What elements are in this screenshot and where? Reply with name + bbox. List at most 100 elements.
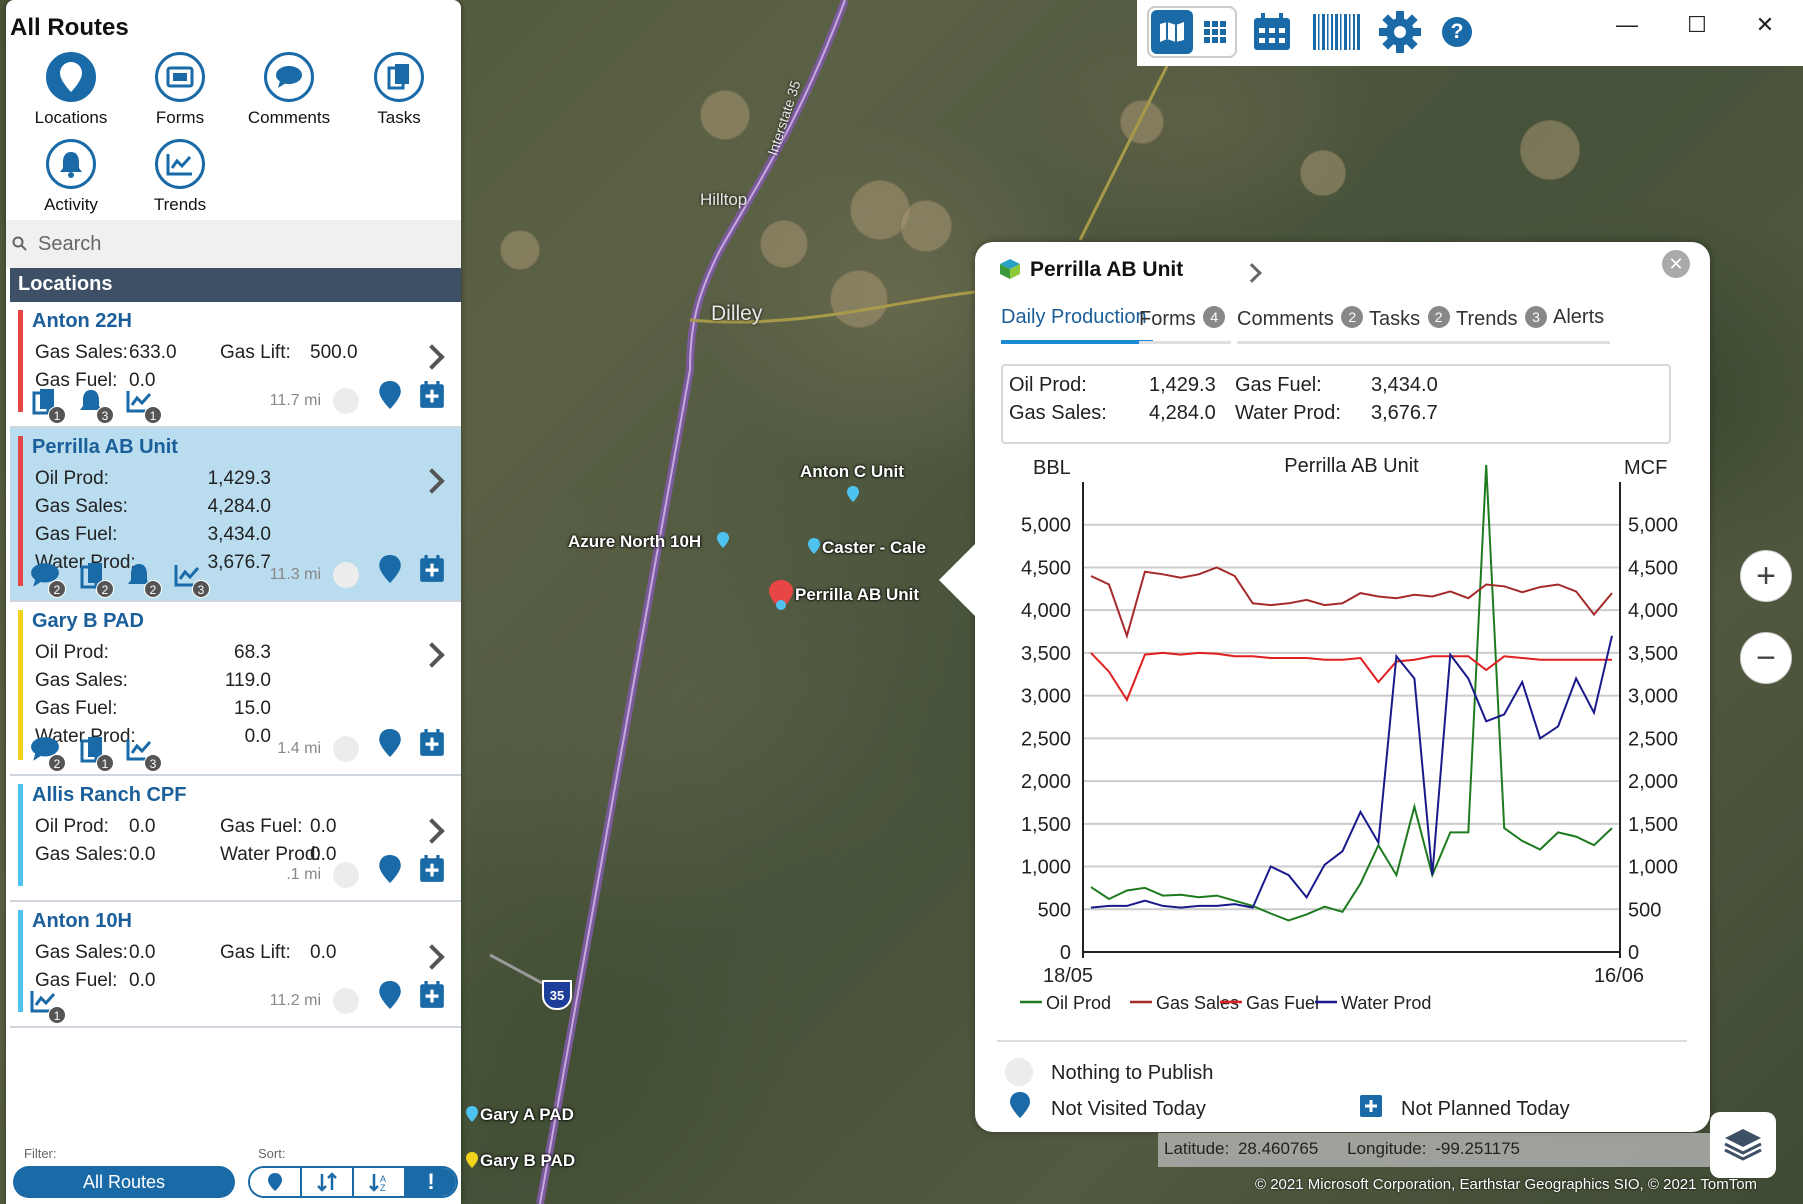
exclamation-icon: ! (427, 1169, 435, 1194)
chevron-right-icon[interactable] (419, 642, 445, 668)
schedule-calendar-icon[interactable] (419, 981, 445, 1014)
town-label-dilley: Dilley (711, 302, 763, 325)
sort-by-location-button[interactable] (250, 1168, 302, 1196)
nav-forms-button[interactable]: Forms (125, 52, 235, 128)
tab-daily-production[interactable]: Daily Production (1001, 306, 1153, 344)
navigate-pin-icon[interactable] (379, 729, 401, 762)
map-marker-label[interactable]: Azure North 10H (568, 532, 702, 551)
minimize-button[interactable]: — (1616, 12, 1638, 37)
section-header: Locations (10, 268, 461, 302)
selected-pin-icon[interactable] (769, 580, 793, 610)
grid-view-button[interactable] (1195, 10, 1235, 54)
zoom-in-button[interactable]: + (1740, 550, 1792, 602)
map-layers-button[interactable] (1710, 1112, 1776, 1178)
tab-tasks[interactable]: Tasks 2 (1369, 306, 1456, 344)
chevron-right-icon[interactable] (419, 944, 445, 970)
sort-priority-button[interactable]: ! (406, 1168, 456, 1196)
bell-icon[interactable]: 3 (78, 388, 114, 424)
map-marker-label[interactable]: Anton C Unit (800, 462, 904, 481)
chevron-right-icon[interactable] (419, 344, 445, 370)
map-pin-icon[interactable] (808, 538, 820, 554)
settings-button[interactable] (1375, 6, 1425, 58)
tab-label: Tasks (1369, 308, 1421, 330)
tasks-icon[interactable]: 1 (78, 736, 114, 772)
navigate-pin-icon[interactable] (379, 981, 401, 1014)
close-window-button[interactable]: ✕ (1755, 12, 1775, 37)
nav-comments-button[interactable]: Comments (234, 52, 344, 128)
map-pin-icon[interactable] (717, 532, 729, 548)
tab-trends[interactable]: Trends 3 (1456, 306, 1554, 344)
tab-comments[interactable]: Comments 2 (1237, 306, 1370, 344)
summary-value: 1,429.3 (1149, 374, 1216, 396)
metric-label: Water Prod: (35, 552, 136, 573)
y2-tick-label: 500 (1628, 899, 1661, 921)
legend-label: Gas Sales (1156, 993, 1239, 1013)
panel-title: All Routes (10, 14, 129, 41)
nav-label: Comments (247, 108, 331, 127)
location-card[interactable]: Anton 10H Gas Sales: 0.0 Gas Lift: 0.0 Gas Fu… (10, 902, 461, 1028)
tab-label: Daily Production (1001, 306, 1147, 328)
coordinates-readout: Latitude: 28.460765 Longitude: -99.25117… (1158, 1133, 1713, 1167)
trends-icon[interactable]: 1 (126, 388, 162, 424)
map-marker-label[interactable]: Gary A PAD (480, 1105, 574, 1124)
close-popup-button[interactable]: ✕ (1662, 250, 1690, 278)
route-filter-button[interactable]: All Routes (13, 1166, 235, 1198)
trends-icon[interactable]: 1 (30, 988, 66, 1024)
y-tick-label: 500 (1038, 899, 1071, 921)
zoom-out-button[interactable]: − (1740, 632, 1792, 684)
location-card[interactable]: Allis Ranch CPF Oil Prod: 0.0 Gas Fuel: 0.0 G… (10, 776, 461, 902)
barcode-button[interactable] (1309, 6, 1365, 58)
metric-label: Gas Fuel: (35, 970, 118, 991)
bell-icon[interactable]: 2 (126, 562, 162, 598)
location-name: Anton 10H (32, 910, 132, 932)
nav-trends-button[interactable]: Trends (125, 139, 235, 215)
metric-value: 3,434.0 (207, 524, 271, 545)
navigate-pin-icon[interactable] (379, 381, 401, 414)
comments-icon[interactable]: 2 (30, 736, 66, 772)
map-pin-icon[interactable] (847, 486, 859, 502)
schedule-calendar-icon[interactable] (419, 855, 445, 888)
navigate-pin-icon[interactable] (379, 855, 401, 888)
map-marker-label[interactable]: Caster - Cale (822, 538, 926, 557)
trends-icon[interactable]: 3 (126, 736, 162, 772)
map-view-button[interactable] (1151, 10, 1193, 54)
navigate-pin-icon[interactable] (379, 555, 401, 588)
search-input[interactable] (38, 232, 438, 256)
location-card[interactable]: Gary B PAD Oil Prod: 68.3 Gas Sales: 119.0 Ga… (10, 602, 461, 776)
tasks-icon[interactable]: 2 (78, 562, 114, 598)
tasks-icon[interactable]: 1 (30, 388, 66, 424)
map-pin-icon[interactable] (466, 1152, 478, 1168)
tab-alerts[interactable]: Alerts (1553, 306, 1611, 344)
maximize-button[interactable]: ☐ (1687, 12, 1707, 37)
schedule-calendar-icon[interactable] (419, 555, 445, 588)
metric-value: 500.0 (310, 342, 358, 363)
chevron-right-icon[interactable] (419, 468, 445, 494)
location-list[interactable]: Anton 22H Gas Sales: 633.0 Gas Lift: 500.0 Ga… (10, 302, 461, 1132)
chevron-right-icon[interactable] (419, 818, 445, 844)
location-card[interactable]: Perrilla AB Unit Oil Prod: 1,429.3 Gas Sale… (10, 428, 461, 602)
nav-locations-button[interactable]: Locations (16, 52, 126, 128)
metric-label: Gas Fuel: (220, 816, 303, 837)
comments-icon[interactable]: 2 (30, 562, 66, 598)
metric-value: 0.0 (129, 370, 156, 391)
calendar-button[interactable] (1245, 6, 1299, 58)
location-card[interactable]: Anton 22H Gas Sales: 633.0 Gas Lift: 500.0 Ga… (10, 302, 461, 428)
open-details-chevron-icon[interactable] (1242, 263, 1262, 283)
nav-tasks-button[interactable]: Tasks (344, 52, 454, 128)
production-chart: 0 0 500 500 1,000 1,000 1,500 1,500 2,000 2,000 2,… (1020, 455, 1678, 1013)
trends-icon[interactable]: 3 (174, 562, 210, 598)
map-marker-label[interactable]: Perrilla AB Unit (795, 585, 920, 604)
schedule-calendar-icon[interactable] (419, 729, 445, 762)
tab-forms[interactable]: Forms 4 (1139, 306, 1232, 344)
schedule-calendar-icon[interactable] (419, 381, 445, 414)
count-badge: 1 (48, 1006, 66, 1024)
sort-ascending-button[interactable] (302, 1168, 354, 1196)
map-pin-icon[interactable] (466, 1106, 478, 1122)
legend-label: Oil Prod (1046, 993, 1111, 1013)
help-button[interactable]: ? (1437, 6, 1477, 58)
nav-activity-button[interactable]: Activity (16, 139, 126, 215)
map-marker-label[interactable]: Gary B PAD (480, 1151, 576, 1170)
sort-ascending-icon (317, 1172, 337, 1192)
